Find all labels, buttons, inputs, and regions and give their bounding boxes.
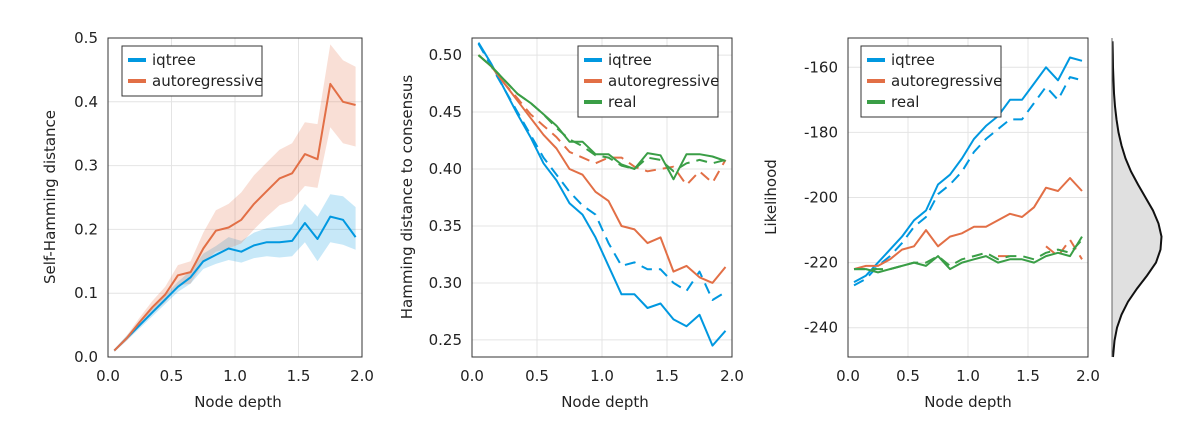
y-tick-label: -240 xyxy=(804,319,838,337)
x-tick-label: 1.5 xyxy=(1016,367,1040,385)
series-line-dashed xyxy=(853,76,1083,287)
chart-hamming-consensus: 0.0 0.5 1.0 1.5 2.0 0.25 0.30 0.35 0.40 0.45 0.50… xyxy=(398,37,744,411)
y-tick-label: -160 xyxy=(804,58,838,76)
x-axis-label: Node depth xyxy=(924,393,1012,411)
x-tick-label: 1.0 xyxy=(590,367,614,385)
legend-label: real xyxy=(608,93,636,111)
plot-area xyxy=(847,37,1089,358)
marginal-density xyxy=(1111,38,1163,358)
y-axis-label: Hamming distance to consensus xyxy=(398,75,416,320)
confidence-band xyxy=(114,44,356,352)
y-axis-label: Likelihood xyxy=(762,159,780,235)
series-line xyxy=(853,177,1083,271)
confidence-band xyxy=(114,194,356,352)
x-axis-label: Node depth xyxy=(561,393,649,411)
x-tick-label: 0.0 xyxy=(460,367,484,385)
density-curve xyxy=(1111,41,1163,358)
y-tick-label: 0.40 xyxy=(429,160,462,178)
y-tick-label: 0.45 xyxy=(429,103,462,121)
x-tick-label: 1.0 xyxy=(223,367,247,385)
y-tick-label: -200 xyxy=(804,189,838,207)
chart-likelihood: 0.0 0.5 1.0 1.5 2.0 -240 -220 -200 -180 -160 Nod… xyxy=(762,37,1100,411)
y-axis-label: Self-Hamming distance xyxy=(41,110,59,284)
chart-self-hamming: 0.0 0.5 1.0 1.5 2.0 0.0 0.1 0.2 0.3 0.4 0.5 Node … xyxy=(41,29,374,411)
y-tick-label: 0.1 xyxy=(74,284,98,302)
series-line xyxy=(477,42,727,347)
legend-label: autoregressive xyxy=(152,72,263,90)
series-line-dashed xyxy=(477,54,726,173)
plot-area xyxy=(471,37,733,358)
x-tick-label: 2.0 xyxy=(350,367,374,385)
x-tick-label: 0.0 xyxy=(836,367,860,385)
y-tick-label: 0.30 xyxy=(429,274,462,292)
x-tick-label: 2.0 xyxy=(720,367,744,385)
legend-box xyxy=(121,45,263,97)
y-tick-label: 0.2 xyxy=(74,220,98,238)
y-tick-label: 0.50 xyxy=(429,46,462,64)
y-tick-label: 0.5 xyxy=(74,29,98,47)
y-tick-label: 0.4 xyxy=(74,93,98,111)
series-line-dashed xyxy=(477,43,727,301)
series-line-dashed xyxy=(854,239,1083,271)
legend-label: real xyxy=(891,93,919,111)
legend-label: autoregressive xyxy=(608,72,719,90)
x-tick-label: 2.0 xyxy=(1076,367,1100,385)
x-tick-label: 0.5 xyxy=(160,367,184,385)
x-axis-label: Node depth xyxy=(194,393,282,411)
series-line xyxy=(113,82,356,352)
x-tick-label: 0.5 xyxy=(525,367,549,385)
legend-label: autoregressive xyxy=(891,72,1002,90)
x-tick-label: 0.5 xyxy=(896,367,920,385)
y-tick-label: -180 xyxy=(804,123,838,141)
x-tick-label: 0.0 xyxy=(96,367,120,385)
y-tick-label: 0.0 xyxy=(74,348,98,366)
x-tick-label: 1.5 xyxy=(655,367,679,385)
y-tick-label: 0.35 xyxy=(429,217,462,235)
x-tick-label: 1.5 xyxy=(287,367,311,385)
series-line xyxy=(477,54,727,284)
x-tick-label: 1.0 xyxy=(956,367,980,385)
plot-area xyxy=(107,37,363,358)
legend-label: iqtree xyxy=(608,51,652,69)
density-fill xyxy=(1112,41,1162,358)
y-tick-label: -220 xyxy=(804,254,838,272)
legend-label: iqtree xyxy=(891,51,935,69)
series-line xyxy=(853,56,1083,283)
series-line xyxy=(113,215,357,352)
series-line-dashed xyxy=(477,54,727,186)
y-tick-label: 0.3 xyxy=(74,157,98,175)
y-tick-label: 0.25 xyxy=(429,331,462,349)
legend-label: iqtree xyxy=(152,51,196,69)
